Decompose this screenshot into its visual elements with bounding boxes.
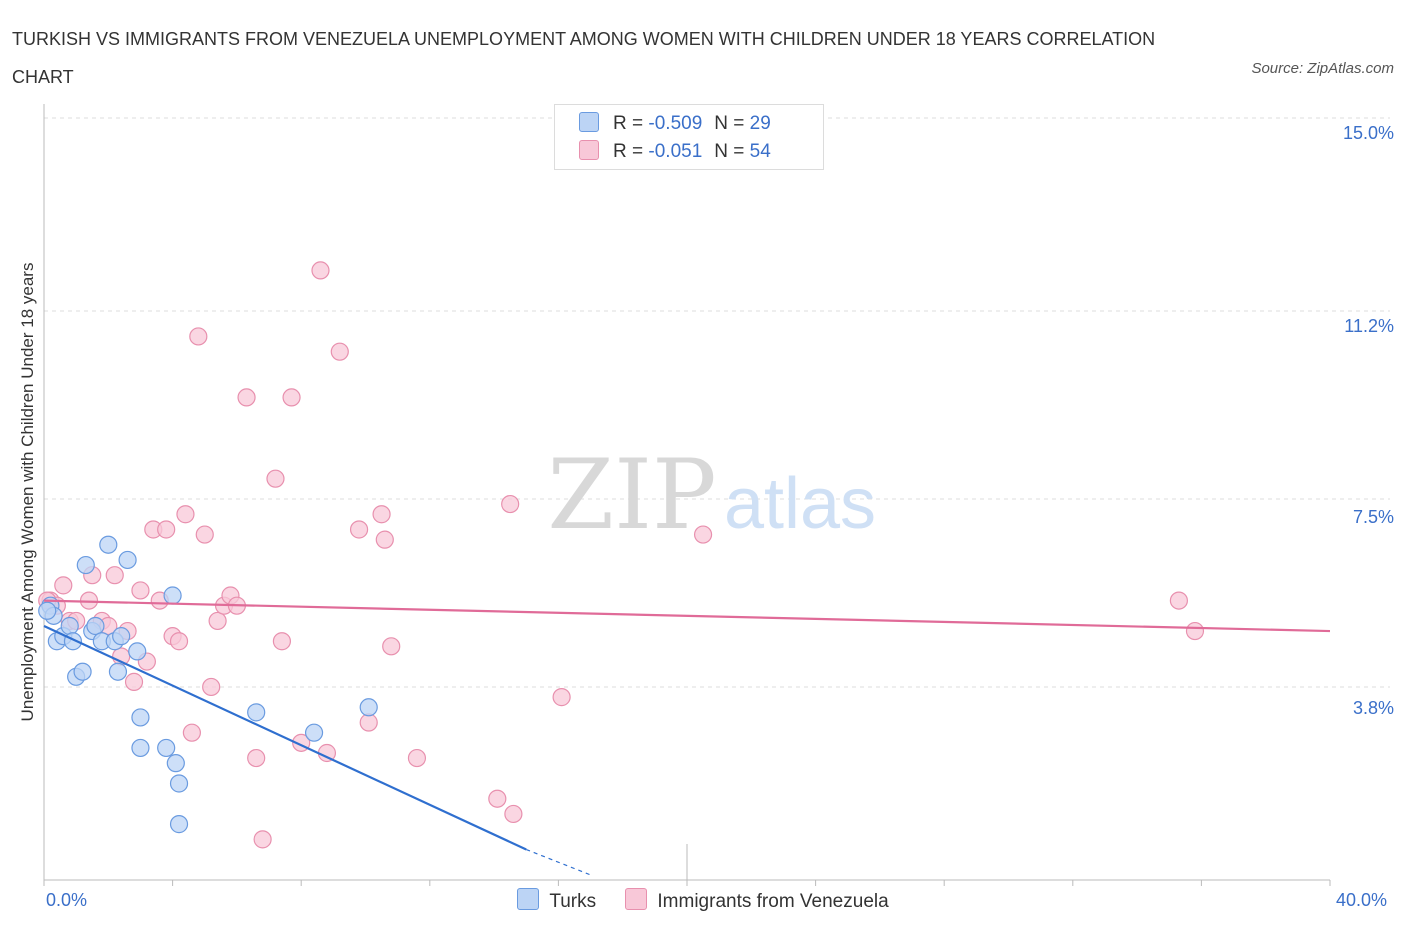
turks-point — [131, 738, 150, 758]
venezuela-point — [693, 525, 713, 544]
turks-point — [60, 616, 79, 636]
venezuela-point — [330, 342, 349, 361]
n-label: N = — [714, 113, 745, 134]
r-label: R = — [613, 141, 644, 162]
stats-legend: R = -0.509 N = 29 R = -0.051 N = 54 — [554, 104, 824, 170]
watermark-atlas: atlas — [724, 464, 876, 544]
venezuela-point — [247, 748, 266, 768]
chart-title: TURKISH VS IMMIGRANTS FROM VENEZUELA UNE… — [12, 29, 1156, 87]
trend-layer — [43, 599, 1331, 876]
y-tick-label-15: 15.0% — [1342, 123, 1394, 143]
turks-point — [99, 535, 118, 554]
venezuela-point — [202, 677, 221, 697]
venezuela-point — [105, 566, 124, 585]
turks-point — [163, 586, 182, 605]
turks-point — [157, 738, 176, 758]
x-tick-label-min: 0.0% — [46, 890, 88, 910]
venezuela-swatch — [579, 140, 599, 160]
source-label: Source: ZipAtlas.com — [1251, 60, 1394, 77]
turks-point — [169, 774, 189, 793]
venezuela-point — [552, 688, 571, 707]
venezuela-point — [1169, 591, 1188, 610]
y-tick-label-3-8: 3.8% — [1352, 698, 1394, 718]
legend-swatch-venezuela — [625, 888, 648, 910]
turks-point — [108, 662, 128, 681]
venezuela-point — [382, 637, 401, 656]
turks-point — [112, 627, 131, 646]
venezuela-point — [189, 327, 208, 346]
turks-point — [359, 698, 378, 717]
axis-layer — [43, 104, 1331, 886]
venezuela-point — [182, 723, 201, 742]
turks-point — [118, 550, 137, 570]
legend-label-venezuela: Immigrants from Venezuela — [657, 891, 889, 912]
turks-swatch — [579, 112, 599, 132]
turks-point — [247, 703, 266, 722]
r-value-turks: -0.509 — [648, 113, 703, 134]
venezuela-point — [176, 505, 195, 524]
venezuela-point — [501, 494, 520, 514]
turks-point — [131, 708, 150, 727]
venezuela-point — [349, 520, 369, 539]
watermark: ZIP atlas — [547, 439, 876, 551]
x-tick-label-max: 40.0% — [1336, 890, 1388, 910]
turks-point — [166, 754, 185, 773]
venezuela-point — [157, 520, 176, 539]
n-label: N = — [714, 141, 745, 162]
legend-label-turks: Turks — [549, 891, 597, 912]
legend-swatch-turks — [517, 888, 540, 910]
venezuela-point — [124, 672, 144, 691]
turks-trendline-extension — [526, 848, 591, 876]
venezuela-point — [372, 505, 391, 524]
venezuela-point — [359, 713, 378, 732]
venezuela-point — [169, 632, 189, 651]
turks-point — [73, 662, 92, 681]
venezuela-point — [375, 530, 394, 549]
legend-item-venezuela: Immigrants from Venezuela — [625, 888, 889, 913]
venezuela-point — [253, 830, 272, 849]
turks-trendline — [43, 625, 527, 851]
stats-legend-row-turks: R = -0.509 N = 29 — [579, 111, 771, 137]
turks-point — [304, 723, 324, 742]
venezuela-point — [1185, 621, 1205, 641]
venezuela-point — [237, 388, 256, 407]
venezuela-trendline — [43, 599, 1331, 633]
venezuela-point — [266, 469, 285, 488]
series-legend: Turks Immigrants from Venezuela — [0, 888, 1406, 913]
venezuela-point — [504, 804, 523, 824]
turks-point — [86, 616, 105, 636]
venezuela-point — [282, 388, 301, 407]
turks-point — [38, 601, 57, 620]
venezuela-point — [272, 632, 292, 651]
turks-point — [128, 642, 147, 661]
n-value-venezuela: 54 — [749, 141, 771, 162]
stats-legend-row-venezuela: R = -0.051 N = 54 — [579, 139, 771, 165]
watermark-zip: ZIP — [547, 439, 716, 551]
venezuela-point — [488, 789, 507, 808]
r-value-venezuela: -0.051 — [648, 141, 703, 162]
points-layer — [38, 261, 1205, 849]
venezuela-point — [195, 525, 214, 544]
n-value-turks: 29 — [749, 113, 771, 134]
venezuela-point — [208, 611, 227, 631]
turks-point — [169, 815, 189, 834]
r-label: R = — [613, 113, 644, 134]
y-tick-label-11-2: 11.2% — [1344, 316, 1394, 336]
venezuela-point — [407, 748, 427, 768]
legend-item-turks: Turks — [517, 888, 596, 913]
venezuela-point — [131, 581, 150, 600]
venezuela-point — [54, 576, 73, 595]
venezuela-point — [311, 261, 330, 280]
turks-point — [76, 555, 95, 575]
y-tick-label-7-5: 7.5% — [1352, 507, 1394, 527]
